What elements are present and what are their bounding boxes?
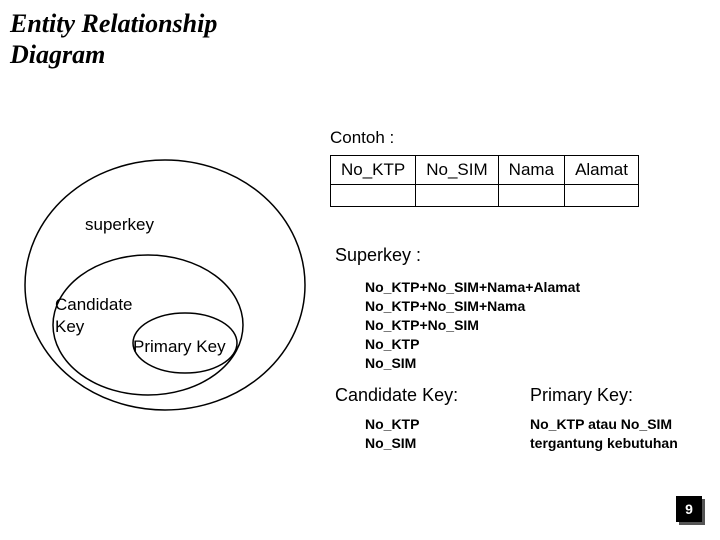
venn-label: Key bbox=[55, 317, 84, 337]
table-col-header: Nama bbox=[498, 156, 564, 185]
table-cell bbox=[416, 185, 498, 207]
table-col-header: Alamat bbox=[565, 156, 639, 185]
candidate-key-item: No_SIM bbox=[365, 434, 419, 453]
primary-key-text: No_KTP atau No_SIM tergantung kebutuhan bbox=[530, 415, 710, 453]
candidate-key-item: No_KTP bbox=[365, 415, 419, 434]
page-title: Entity Relationship Diagram bbox=[0, 0, 720, 70]
table-header-row: No_KTPNo_SIMNamaAlamat bbox=[331, 156, 639, 185]
superkey-item: No_KTP+No_SIM+Nama bbox=[365, 297, 580, 316]
table-cell bbox=[565, 185, 639, 207]
venn-svg bbox=[20, 155, 310, 415]
venn-diagram: superkey CandidateKey Primary Key bbox=[20, 155, 310, 415]
table-col-header: No_SIM bbox=[416, 156, 498, 185]
title-line2: Diagram bbox=[10, 40, 105, 69]
table-row bbox=[331, 185, 639, 207]
venn-label: Primary Key bbox=[133, 337, 226, 357]
superkey-item: No_SIM bbox=[365, 354, 580, 373]
title-line1: Entity Relationship bbox=[10, 9, 217, 38]
superkey-item: No_KTP+No_SIM+Nama+Alamat bbox=[365, 278, 580, 297]
superkey-item: No_KTP bbox=[365, 335, 580, 354]
schema-table: No_KTPNo_SIMNamaAlamat bbox=[330, 155, 639, 207]
superkey-list: No_KTP+No_SIM+Nama+AlamatNo_KTP+No_SIM+N… bbox=[365, 278, 580, 372]
table-col-header: No_KTP bbox=[331, 156, 416, 185]
candidate-key-header: Candidate Key: bbox=[335, 385, 458, 406]
contoh-label: Contoh : bbox=[330, 128, 394, 148]
venn-label: Candidate bbox=[55, 295, 133, 315]
venn-label: superkey bbox=[85, 215, 154, 235]
primary-key-header: Primary Key: bbox=[530, 385, 633, 406]
candidate-key-list: No_KTPNo_SIM bbox=[365, 415, 419, 453]
table-cell bbox=[498, 185, 564, 207]
superkey-header: Superkey : bbox=[335, 245, 421, 266]
table-cell bbox=[331, 185, 416, 207]
superkey-item: No_KTP+No_SIM bbox=[365, 316, 580, 335]
page-number-badge: 9 bbox=[676, 496, 702, 522]
